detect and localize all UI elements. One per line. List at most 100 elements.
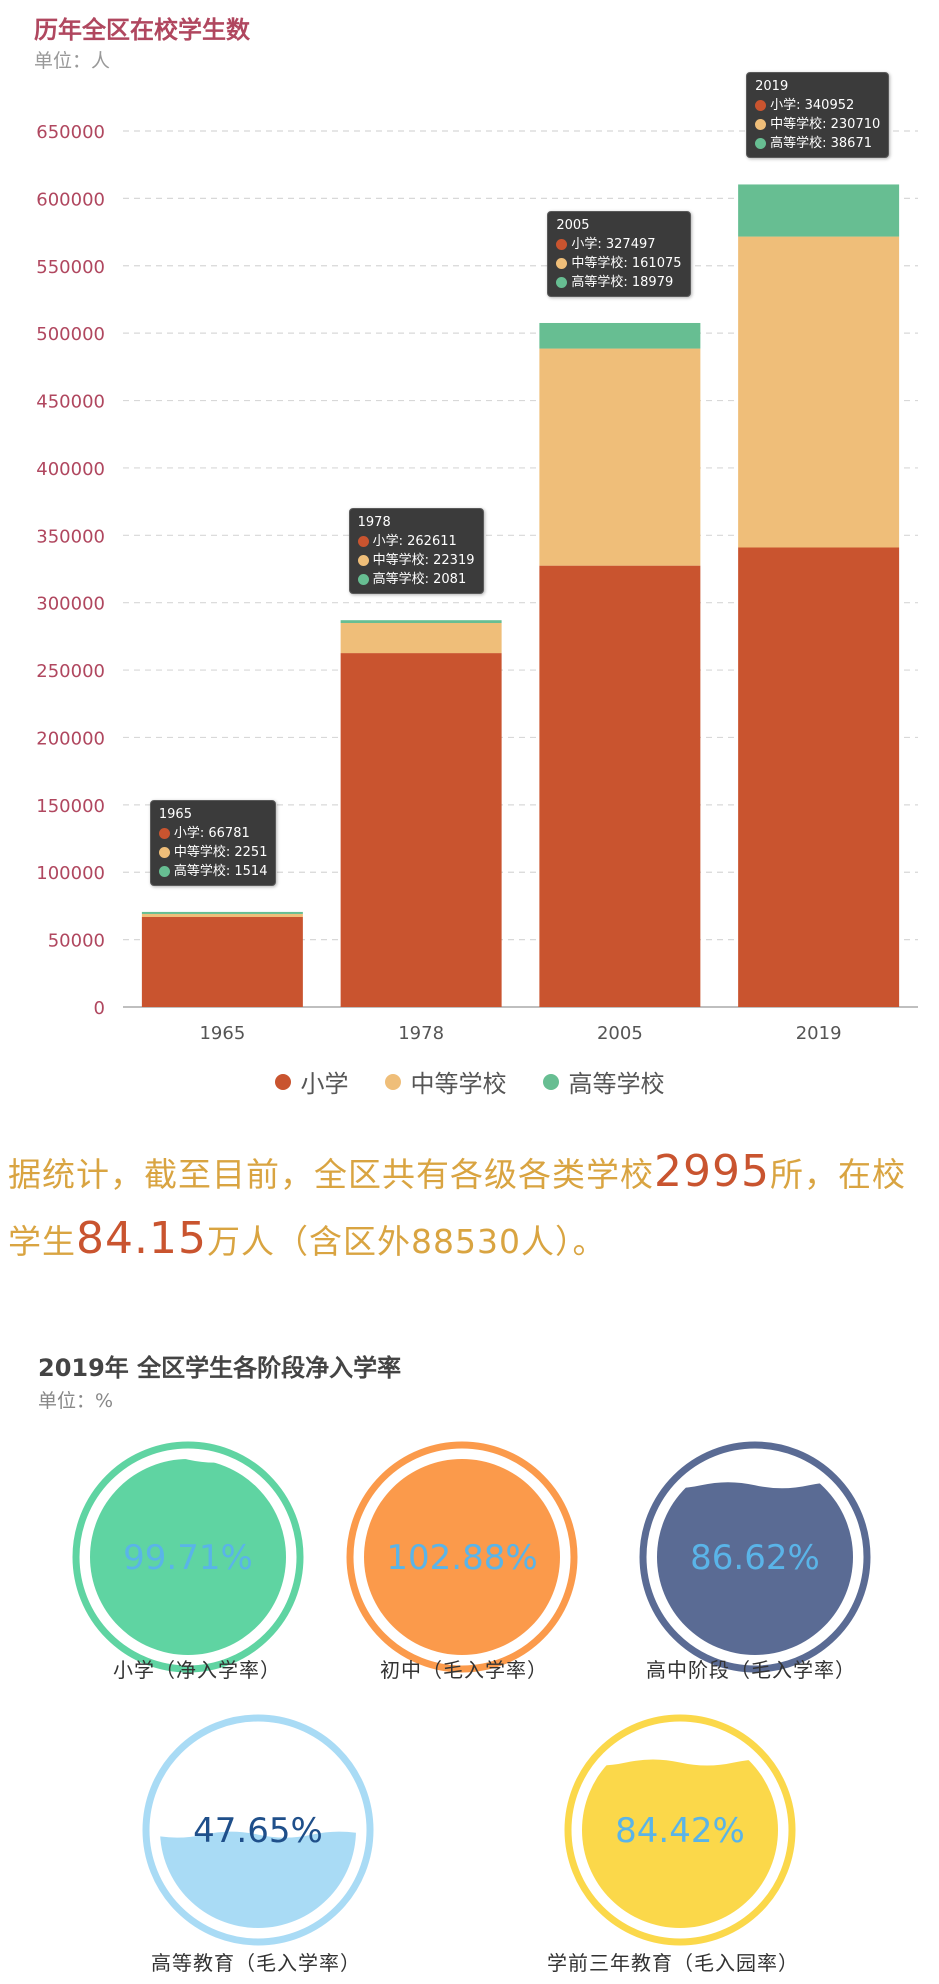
y-tick-label: 400000 xyxy=(36,459,105,480)
legend-item-primary[interactable]: 小学 xyxy=(274,1064,349,1099)
tooltip-row: 高等学校: 18979 xyxy=(556,273,681,292)
tooltip-value: 高等学校: 1514 xyxy=(173,863,268,879)
tooltip-dot-icon xyxy=(158,827,170,839)
gauge-ring xyxy=(564,1714,796,1946)
bar-segment xyxy=(340,620,502,624)
tooltip-value: 中等学校: 161075 xyxy=(571,255,682,271)
gauge-caption-junior: 初中（毛入学率） xyxy=(380,1658,548,1682)
y-tick-label: 150000 xyxy=(36,796,105,817)
gauge-ring xyxy=(142,1714,374,1946)
gauge-fill xyxy=(657,1482,853,1655)
students-count: 84.15 xyxy=(76,1213,207,1264)
bar-segment xyxy=(539,348,701,566)
tooltip-row: 小学: 340952 xyxy=(755,96,880,115)
tooltip-dot-icon xyxy=(556,238,568,250)
bar-segment xyxy=(340,623,502,654)
bar-segment xyxy=(539,322,701,349)
bar-segment xyxy=(141,913,303,917)
stats-paragraph: 据统计，截至目前，全区共有各级各类学校2995所，在校学生84.15万人（含区外… xyxy=(8,1140,933,1274)
gauge-caption-preschool: 学前三年教育（毛入园率） xyxy=(547,1951,799,1975)
tooltip-dot-icon xyxy=(755,100,767,112)
gauge-caption-primary: 小学（净入学率） xyxy=(113,1658,281,1682)
tooltip-row: 小学: 262611 xyxy=(357,532,475,551)
y-tick-label: 450000 xyxy=(36,392,105,413)
bar-tooltip: 2005 小学: 327497 中等学校: 161075 高等学校: 18979 xyxy=(547,210,691,297)
legend-item-secondary[interactable]: 中等学校 xyxy=(384,1064,507,1099)
tooltip-dot-icon xyxy=(158,865,170,877)
tooltip-dot-icon xyxy=(357,536,369,548)
tooltip-value: 小学: 340952 xyxy=(770,98,855,114)
y-tick-label: 350000 xyxy=(36,526,105,547)
tooltip-row: 高等学校: 1514 xyxy=(158,862,268,881)
tooltip-row: 高等学校: 38671 xyxy=(755,134,880,153)
y-tick-label: 500000 xyxy=(36,324,105,345)
tooltip-row: 中等学校: 230710 xyxy=(755,115,880,134)
bar-segment xyxy=(141,916,303,1007)
y-tick-label: 650000 xyxy=(36,122,105,143)
bar-segment xyxy=(141,911,303,914)
tooltip-value: 中等学校: 2251 xyxy=(173,844,268,860)
stats-text-part1: 据统计，截至目前，全区共有各级各类学校 xyxy=(8,1155,654,1194)
tooltip-year: 2005 xyxy=(556,217,590,233)
y-tick-label: 200000 xyxy=(36,728,105,749)
stats-text-part3: 万人（含区外88530人）。 xyxy=(206,1222,607,1261)
tooltip-value: 中等学校: 22319 xyxy=(372,553,475,569)
x-tick-label: 2019 xyxy=(796,1023,842,1044)
tooltip-dot-icon xyxy=(357,574,369,586)
y-tick-label: 0 xyxy=(94,998,105,1019)
tooltip-row: 中等学校: 161075 xyxy=(556,254,682,273)
bar-segment xyxy=(539,565,701,1007)
tooltip-row: 中等学校: 22319 xyxy=(357,551,475,570)
tooltip-row: 中等学校: 2251 xyxy=(158,843,268,862)
tooltip-value: 高等学校: 18979 xyxy=(571,274,674,290)
y-tick-label: 250000 xyxy=(36,661,105,682)
gauge-value: 86.62% xyxy=(690,1538,820,1578)
gauge-caption-senior: 高中阶段（毛入学率） xyxy=(646,1658,856,1682)
bar-tooltip: 2019 小学: 340952 中等学校: 230710 高等学校: 38671 xyxy=(746,72,890,159)
gauge-value: 99.71% xyxy=(123,1538,253,1578)
gauge-fill xyxy=(90,1459,286,1655)
tooltip-year: 2019 xyxy=(755,79,789,95)
bar-tooltip: 1965 小学: 66781 中等学校: 2251 高等学校: 1514 xyxy=(149,799,277,886)
x-tick-label: 1965 xyxy=(199,1023,245,1044)
tooltip-year: 1965 xyxy=(158,806,192,822)
bar-segment xyxy=(340,653,502,1007)
chart-unit: 单位：人 xyxy=(34,50,111,72)
schools-count: 2995 xyxy=(654,1146,770,1197)
tooltip-dot-icon xyxy=(158,846,170,858)
chart-title: 历年全区在校学生数 xyxy=(34,16,250,44)
bar-segment xyxy=(738,236,900,548)
tooltip-year: 1978 xyxy=(357,515,391,531)
gauge-value: 84.42% xyxy=(615,1811,745,1851)
tooltip-dot-icon xyxy=(556,257,568,269)
y-tick-label: 300000 xyxy=(36,594,105,615)
rates-title: 2019年 全区学生各阶段净入学率 xyxy=(38,1354,402,1382)
bar-segment xyxy=(738,547,900,1007)
tooltip-row: 小学: 327497 xyxy=(556,235,681,254)
legend-swatch-icon xyxy=(274,1073,291,1090)
gauge-value: 102.88% xyxy=(386,1538,537,1578)
tooltip-dot-icon xyxy=(755,138,767,150)
tooltip-row: 高等学校: 2081 xyxy=(357,570,475,589)
x-tick-label: 2005 xyxy=(597,1023,643,1044)
legend-item-higher[interactable]: 高等学校 xyxy=(542,1064,665,1099)
y-tick-label: 600000 xyxy=(36,189,105,210)
tooltip-value: 中等学校: 230710 xyxy=(770,117,881,133)
gauge-ring xyxy=(639,1441,871,1673)
rates-unit: 单位：% xyxy=(38,1390,114,1412)
gauge-fill xyxy=(582,1759,778,1928)
gauge-value: 47.65% xyxy=(193,1811,323,1851)
gauge-caption-higher: 高等教育（毛入学率） xyxy=(151,1951,361,1975)
tooltip-value: 小学: 327497 xyxy=(571,236,656,252)
gauge-fill xyxy=(364,1459,560,1655)
gauge-ring xyxy=(346,1441,578,1673)
x-tick-label: 1978 xyxy=(398,1023,444,1044)
bar-segment xyxy=(738,184,900,237)
legend-label: 中等学校 xyxy=(410,1070,507,1098)
tooltip-dot-icon xyxy=(755,119,767,131)
bar-tooltip: 1978 小学: 262611 中等学校: 22319 高等学校: 2081 xyxy=(348,508,484,595)
chart-legend: 小学 中等学校 高等学校 xyxy=(0,1064,939,1099)
legend-swatch-icon xyxy=(542,1073,559,1090)
legend-label: 小学 xyxy=(300,1070,349,1098)
